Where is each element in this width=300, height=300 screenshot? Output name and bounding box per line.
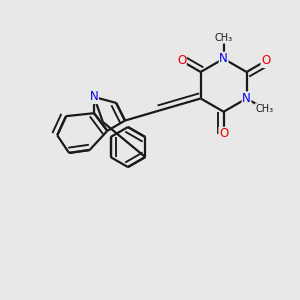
Text: O: O bbox=[261, 54, 270, 68]
Text: CH₃: CH₃ bbox=[214, 33, 233, 43]
Text: N: N bbox=[90, 91, 98, 103]
Text: N: N bbox=[242, 92, 251, 105]
Text: O: O bbox=[177, 54, 186, 68]
Text: N: N bbox=[219, 52, 228, 65]
Text: O: O bbox=[219, 127, 228, 140]
Text: CH₃: CH₃ bbox=[255, 104, 274, 114]
